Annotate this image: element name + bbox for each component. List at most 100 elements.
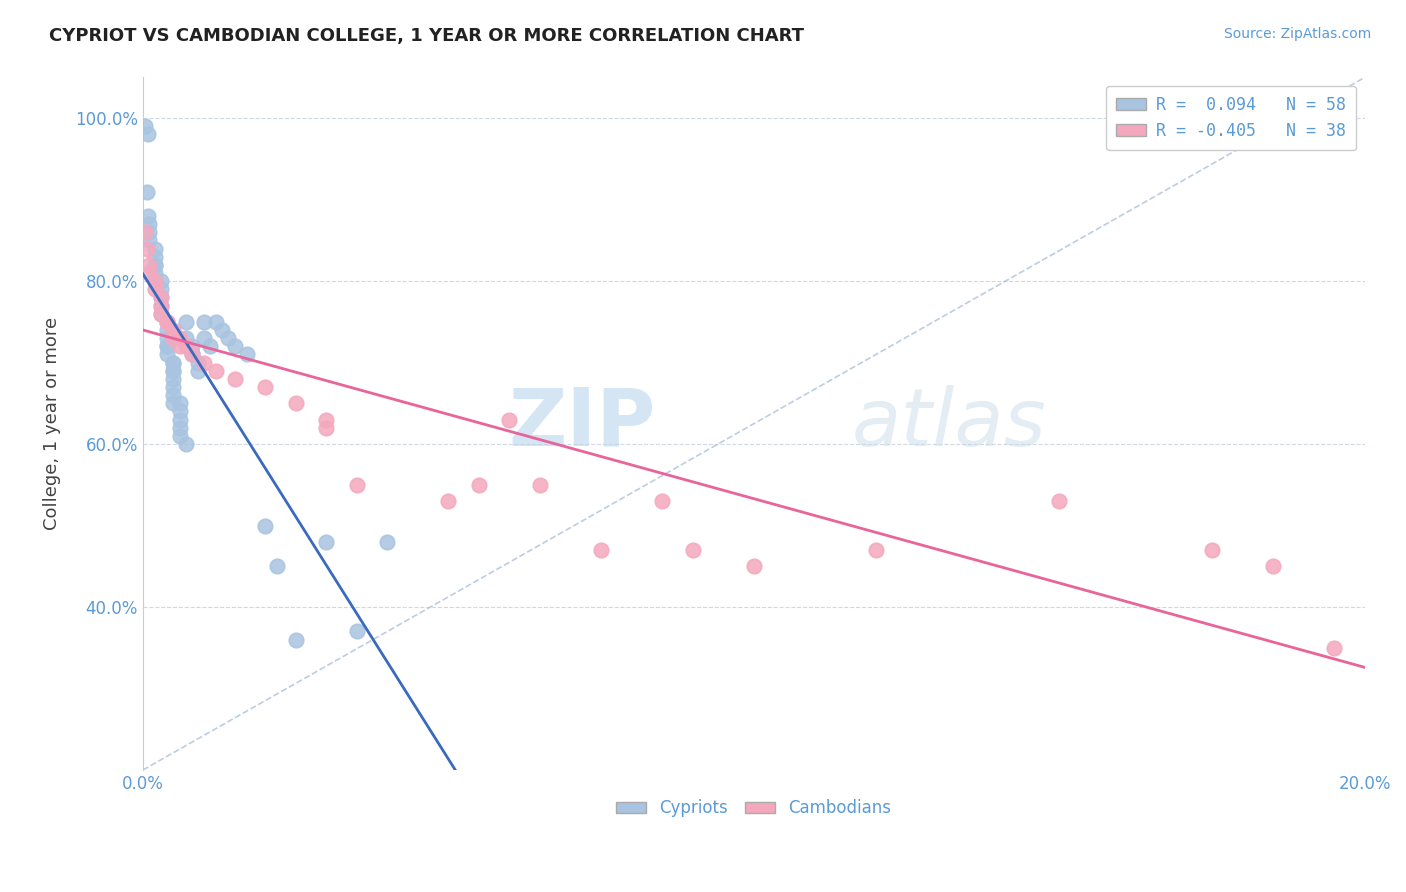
- Point: [266, 559, 288, 574]
- Point: [1261, 559, 1284, 574]
- Point: [162, 331, 184, 345]
- Point: [162, 323, 184, 337]
- Y-axis label: College, 1 year or more: College, 1 year or more: [44, 318, 60, 530]
- Point: [150, 290, 173, 304]
- Point: [346, 624, 368, 639]
- Point: [162, 380, 184, 394]
- Point: [136, 128, 159, 142]
- Text: ZIP: ZIP: [509, 384, 657, 463]
- Point: [346, 478, 368, 492]
- Point: [169, 429, 191, 443]
- Point: [468, 478, 491, 492]
- Point: [143, 258, 166, 272]
- Point: [205, 315, 228, 329]
- Point: [134, 225, 156, 239]
- Point: [315, 412, 337, 426]
- Point: [205, 364, 228, 378]
- Point: [135, 185, 157, 199]
- Point: [156, 315, 179, 329]
- Point: [169, 339, 191, 353]
- Point: [437, 494, 460, 508]
- Point: [193, 331, 215, 345]
- Point: [187, 364, 209, 378]
- Point: [156, 323, 179, 337]
- Point: [150, 282, 173, 296]
- Point: [174, 331, 197, 345]
- Point: [135, 242, 157, 256]
- Point: [1323, 640, 1346, 655]
- Point: [174, 437, 197, 451]
- Point: [1047, 494, 1070, 508]
- Point: [143, 282, 166, 296]
- Point: [162, 364, 184, 378]
- Point: [150, 299, 173, 313]
- Point: [150, 290, 173, 304]
- Point: [156, 339, 179, 353]
- Point: [162, 388, 184, 402]
- Point: [591, 543, 613, 558]
- Point: [180, 347, 202, 361]
- Point: [143, 274, 166, 288]
- Point: [169, 404, 191, 418]
- Text: atlas: atlas: [852, 384, 1046, 463]
- Point: [375, 534, 398, 549]
- Point: [143, 250, 166, 264]
- Point: [224, 372, 246, 386]
- Point: [162, 396, 184, 410]
- Point: [254, 518, 277, 533]
- Point: [498, 412, 520, 426]
- Point: [138, 266, 160, 280]
- Point: [143, 266, 166, 280]
- Point: [169, 421, 191, 435]
- Point: [156, 315, 179, 329]
- Point: [138, 234, 160, 248]
- Point: [211, 323, 233, 337]
- Point: [284, 632, 307, 647]
- Point: [284, 396, 307, 410]
- Point: [315, 534, 337, 549]
- Point: [224, 339, 246, 353]
- Point: [235, 347, 257, 361]
- Point: [682, 543, 704, 558]
- Point: [187, 356, 209, 370]
- Point: [169, 331, 191, 345]
- Point: [865, 543, 887, 558]
- Point: [254, 380, 277, 394]
- Point: [169, 412, 191, 426]
- Point: [174, 339, 197, 353]
- Point: [156, 347, 179, 361]
- Point: [193, 356, 215, 370]
- Point: [162, 356, 184, 370]
- Point: [315, 421, 337, 435]
- Point: [651, 494, 673, 508]
- Point: [156, 331, 179, 345]
- Point: [150, 274, 173, 288]
- Text: Source: ZipAtlas.com: Source: ZipAtlas.com: [1223, 27, 1371, 41]
- Legend: Cypriots, Cambodians: Cypriots, Cambodians: [610, 793, 898, 824]
- Point: [180, 347, 202, 361]
- Point: [217, 331, 239, 345]
- Point: [150, 307, 173, 321]
- Point: [1201, 543, 1223, 558]
- Point: [742, 559, 765, 574]
- Point: [174, 315, 197, 329]
- Point: [138, 225, 160, 239]
- Point: [180, 347, 202, 361]
- Point: [529, 478, 551, 492]
- Point: [150, 307, 173, 321]
- Text: CYPRIOT VS CAMBODIAN COLLEGE, 1 YEAR OR MORE CORRELATION CHART: CYPRIOT VS CAMBODIAN COLLEGE, 1 YEAR OR …: [49, 27, 804, 45]
- Point: [136, 209, 159, 223]
- Point: [134, 120, 156, 134]
- Point: [162, 372, 184, 386]
- Point: [193, 315, 215, 329]
- Point: [156, 315, 179, 329]
- Point: [156, 339, 179, 353]
- Point: [138, 217, 160, 231]
- Point: [162, 356, 184, 370]
- Point: [150, 299, 173, 313]
- Point: [162, 364, 184, 378]
- Point: [169, 396, 191, 410]
- Point: [138, 258, 160, 272]
- Point: [198, 339, 221, 353]
- Point: [143, 242, 166, 256]
